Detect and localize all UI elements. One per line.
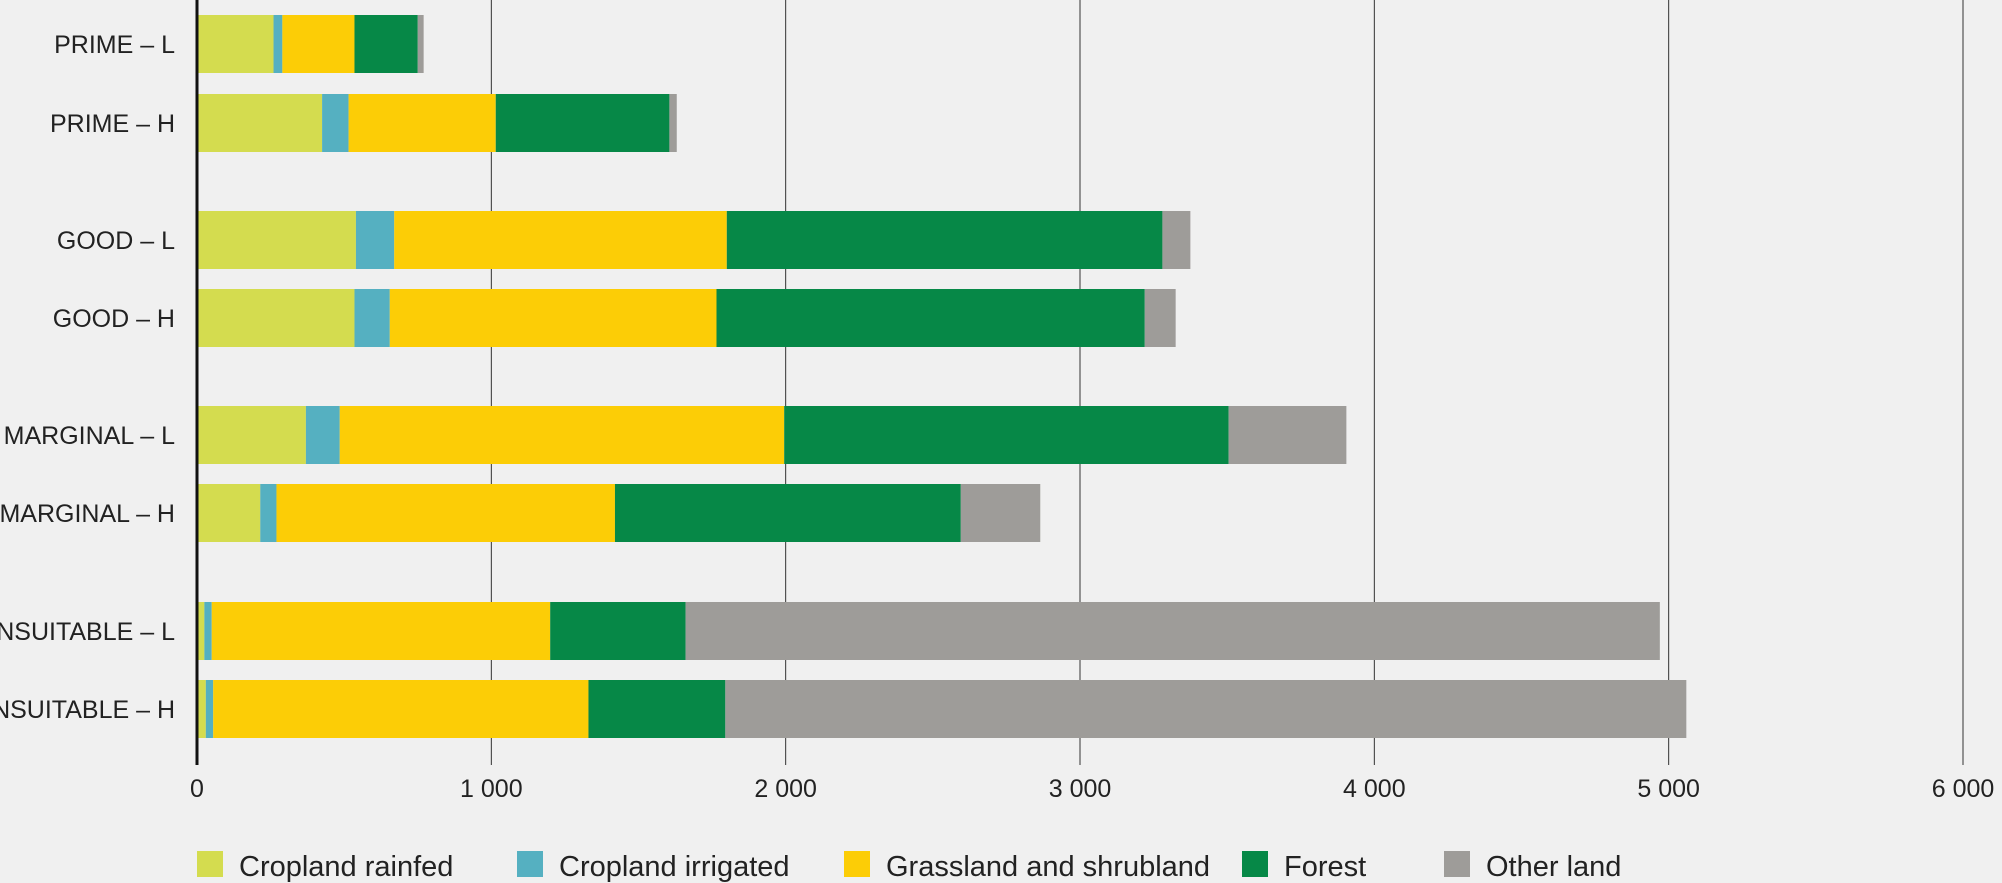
legend-label-forest: Forest [1284,851,1366,883]
bar-segment-forest [495,94,670,152]
legend-label-other-land: Other land [1486,851,1621,883]
bar-segment-forest [550,602,686,660]
category-label: MARGINAL – L [4,422,175,450]
bar-segment-cropland-rainfed [197,680,206,738]
bar-segment-cropland-irrigated [260,484,277,542]
bar-segment-grassland-and-shrubland [389,289,717,347]
x-tick-labels: 0 1 000 2 000 3 000 4 000 5 000 6 000 [190,775,1994,803]
category-label: PRIME – L [54,31,175,59]
legend-swatch-grassland-and-shrubland [844,851,870,877]
x-tick-label: 0 [190,775,204,803]
category-label: PRIME – H [50,110,175,138]
bars [197,15,1687,738]
bar-segment-forest [614,484,961,542]
x-tick-label: 4 000 [1343,775,1406,803]
bar-segment-cropland-rainfed [197,406,306,464]
bar-segment-grassland-and-shrubland [213,680,589,738]
bar-segment-cropland-irrigated [204,602,212,660]
bar-segment-cropland-rainfed [197,94,323,152]
category-labels: PRIME – L PRIME – H GOOD – L GOOD – H MARGIN… [0,31,175,724]
bar-segment-cropland-rainfed [197,15,274,73]
category-label: GOOD – H [53,305,175,333]
x-tick-label: 3 000 [1049,775,1112,803]
bar-segment-other-land [725,680,1687,738]
bar-segment-forest [726,211,1163,269]
bar-segment-other-land [669,94,677,152]
bar-segment-grassland-and-shrubland [282,15,355,73]
bar-segment-other-land [1144,289,1176,347]
bar-segment-grassland-and-shrubland [211,602,551,660]
legend-swatch-cropland-irrigated [517,851,543,877]
bar-segment-cropland-irrigated [354,289,390,347]
bar-segment-grassland-and-shrubland [394,211,727,269]
bar-segment-cropland-irrigated [305,406,340,464]
legend-label-grassland-and-shrubland: Grassland and shrubland [886,851,1210,883]
bar-segment-other-land [417,15,424,73]
legend-label-cropland-irrigated: Cropland irrigated [559,851,790,883]
bar-segment-grassland-and-shrubland [339,406,785,464]
category-label: MARGINAL – H [0,500,175,528]
bar-segment-cropland-irrigated [273,15,283,73]
legend-swatch-forest [1242,851,1268,877]
bar-segment-forest [354,15,418,73]
bar-segment-forest [716,289,1145,347]
legend: Cropland rainfed Cropland irrigated Grassl… [197,851,1621,883]
bar-segment-grassland-and-shrubland [348,94,496,152]
bar-segment-other-land [1162,211,1191,269]
bar-segment-other-land [960,484,1041,542]
bar-segment-cropland-rainfed [197,289,355,347]
x-tick-label: 2 000 [754,775,817,803]
bar-segment-cropland-rainfed [197,484,261,542]
bar-segment-other-land [1228,406,1347,464]
bar-segment-forest [588,680,726,738]
bar-segment-forest [784,406,1229,464]
legend-swatch-cropland-rainfed [197,851,223,877]
bar-segment-cropland-rainfed [197,602,205,660]
legend-swatch-other-land [1444,851,1470,877]
x-tick-label: 1 000 [460,775,523,803]
bar-segment-other-land [685,602,1660,660]
bar-segment-cropland-irrigated [322,94,349,152]
category-label: GOOD – L [57,227,175,255]
bar-segment-grassland-and-shrubland [276,484,615,542]
x-tick-label: 5 000 [1637,775,1700,803]
bar-segment-cropland-irrigated [355,211,395,269]
category-label: UNSUITABLE – L [0,618,175,646]
category-label: UNSUITABLE – H [0,696,175,724]
legend-label-cropland-rainfed: Cropland rainfed [239,851,453,883]
bar-segment-cropland-irrigated [205,680,214,738]
bar-segment-cropland-rainfed [197,211,356,269]
x-tick-label: 6 000 [1932,775,1995,803]
